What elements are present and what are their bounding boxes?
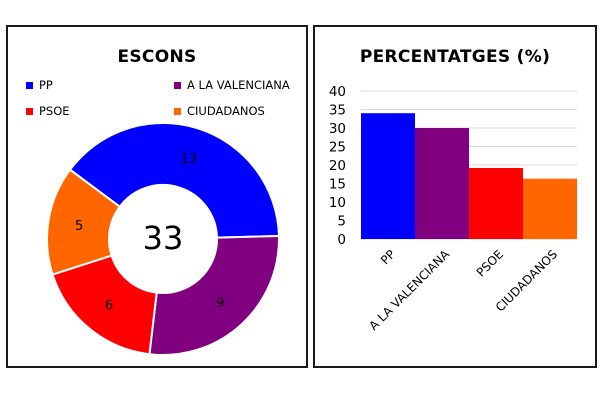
- y-tick-label: 10: [329, 195, 346, 211]
- seats-chart-panel: ESCONS PP A LA VALENCIANA PSOE CIUDADANO…: [6, 25, 308, 368]
- legend-swatch-pp: [26, 81, 33, 89]
- legend-item-ciudadanos: CIUDADANOS: [174, 104, 265, 118]
- donut-center-total: 33: [143, 219, 184, 257]
- x-tick-label-pp: PP: [378, 247, 398, 267]
- donut-value-label-a-la-valenciana: 9: [216, 296, 224, 311]
- legend-label-ciudadanos: CIUDADANOS: [187, 104, 265, 118]
- y-tick-label: 35: [329, 103, 346, 119]
- legend-label-psoe: PSOE: [39, 104, 70, 118]
- bar-ciudadanos: [523, 178, 577, 239]
- bar-psoe: [469, 167, 523, 239]
- y-tick-label: 0: [337, 232, 346, 248]
- percentages-chart-panel: PERCENTATGES (%) 0 5 10 15 20 25 30 35 40 PP A LA…: [313, 25, 597, 368]
- legend-swatch-a-la-valenciana: [174, 81, 181, 89]
- y-tick-label: 5: [337, 214, 346, 230]
- donut-value-label-psoe: 6: [105, 299, 113, 314]
- donut-value-label-pp: 13: [180, 152, 197, 167]
- y-tick-label: 25: [329, 140, 346, 156]
- seats-chart-title: ESCONS: [117, 47, 197, 67]
- legend-item-psoe: PSOE: [26, 104, 70, 118]
- legend-swatch-psoe: [26, 107, 33, 115]
- y-tick-label: 40: [329, 84, 346, 100]
- legend-item-a-la-valenciana: A LA VALENCIANA: [174, 78, 290, 92]
- legend-swatch-ciudadanos: [174, 107, 181, 115]
- legend-label-pp: PP: [39, 78, 53, 92]
- x-tick-label-psoe: PSOE: [474, 247, 506, 279]
- donut-value-label-ciudadanos: 5: [75, 219, 83, 234]
- bar-a-la-valenciana: [415, 128, 469, 239]
- legend-label-a-la-valenciana: A LA VALENCIANA: [187, 78, 290, 92]
- donut-slice-a-la-valenciana: [148, 235, 280, 356]
- y-tick-label: 30: [329, 121, 346, 137]
- donut-slice-ciudadanos: [46, 168, 122, 276]
- y-tick-label: 15: [329, 177, 346, 193]
- percentages-chart-title: PERCENTATGES (%): [359, 47, 551, 67]
- bar-pp: [361, 113, 415, 239]
- donut-slice-pp: [68, 122, 280, 239]
- seats-donut-chart: 13 9 6 5 33: [46, 122, 280, 356]
- y-tick-label: 20: [329, 158, 346, 174]
- seats-legend: PP A LA VALENCIANA PSOE CIUDADANOS: [8, 78, 306, 128]
- legend-item-pp: PP: [26, 78, 53, 92]
